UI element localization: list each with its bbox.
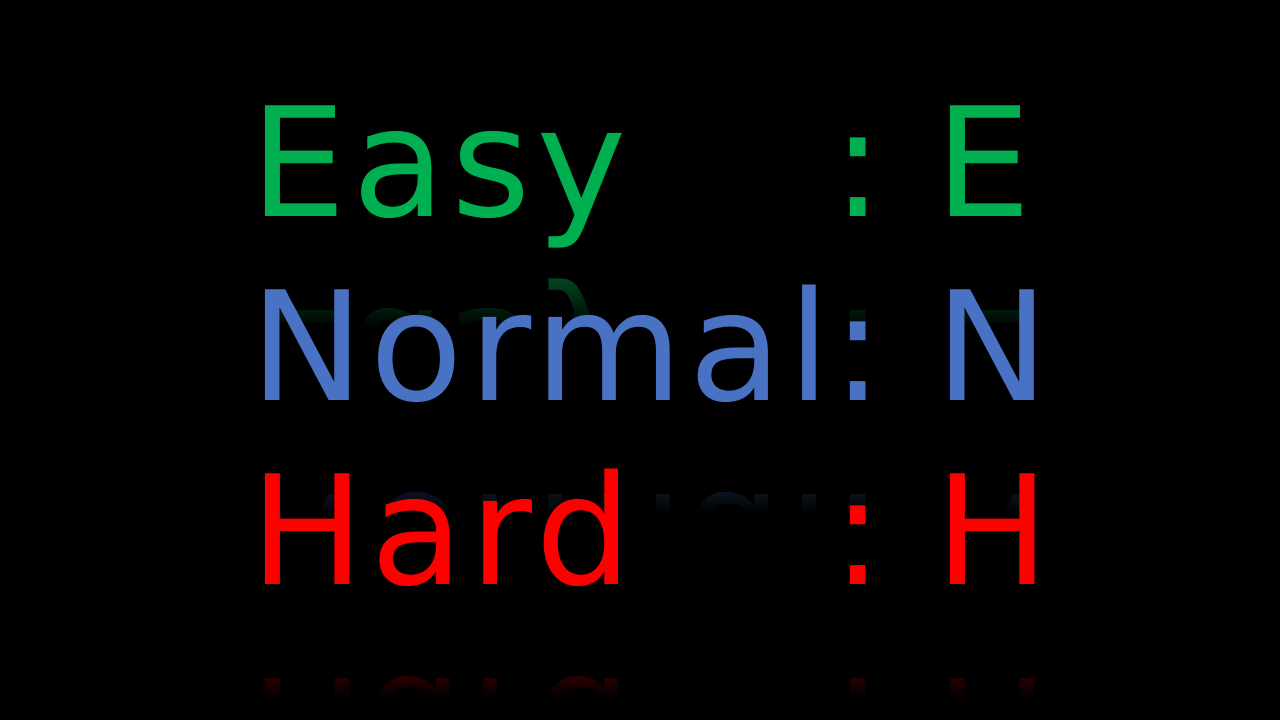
difficulty-label-easy: Easy [250, 75, 633, 252]
difficulty-separator-normal: : [832, 259, 890, 436]
difficulty-separator-hard: : [832, 443, 890, 620]
difficulty-hotkey-easy: E [935, 75, 1038, 252]
difficulty-option-hard[interactable]: Hard : H [0, 456, 1280, 636]
difficulty-separator-easy: : [832, 75, 890, 252]
difficulty-hotkey-hard: H [935, 443, 1056, 620]
difficulty-option-normal[interactable]: Normal : N [0, 272, 1280, 452]
difficulty-option-easy[interactable]: Easy : E [0, 88, 1280, 268]
difficulty-hotkey-normal: N [935, 259, 1055, 436]
difficulty-label-normal: Normal [250, 259, 836, 436]
difficulty-label-hard: Hard [250, 443, 638, 620]
